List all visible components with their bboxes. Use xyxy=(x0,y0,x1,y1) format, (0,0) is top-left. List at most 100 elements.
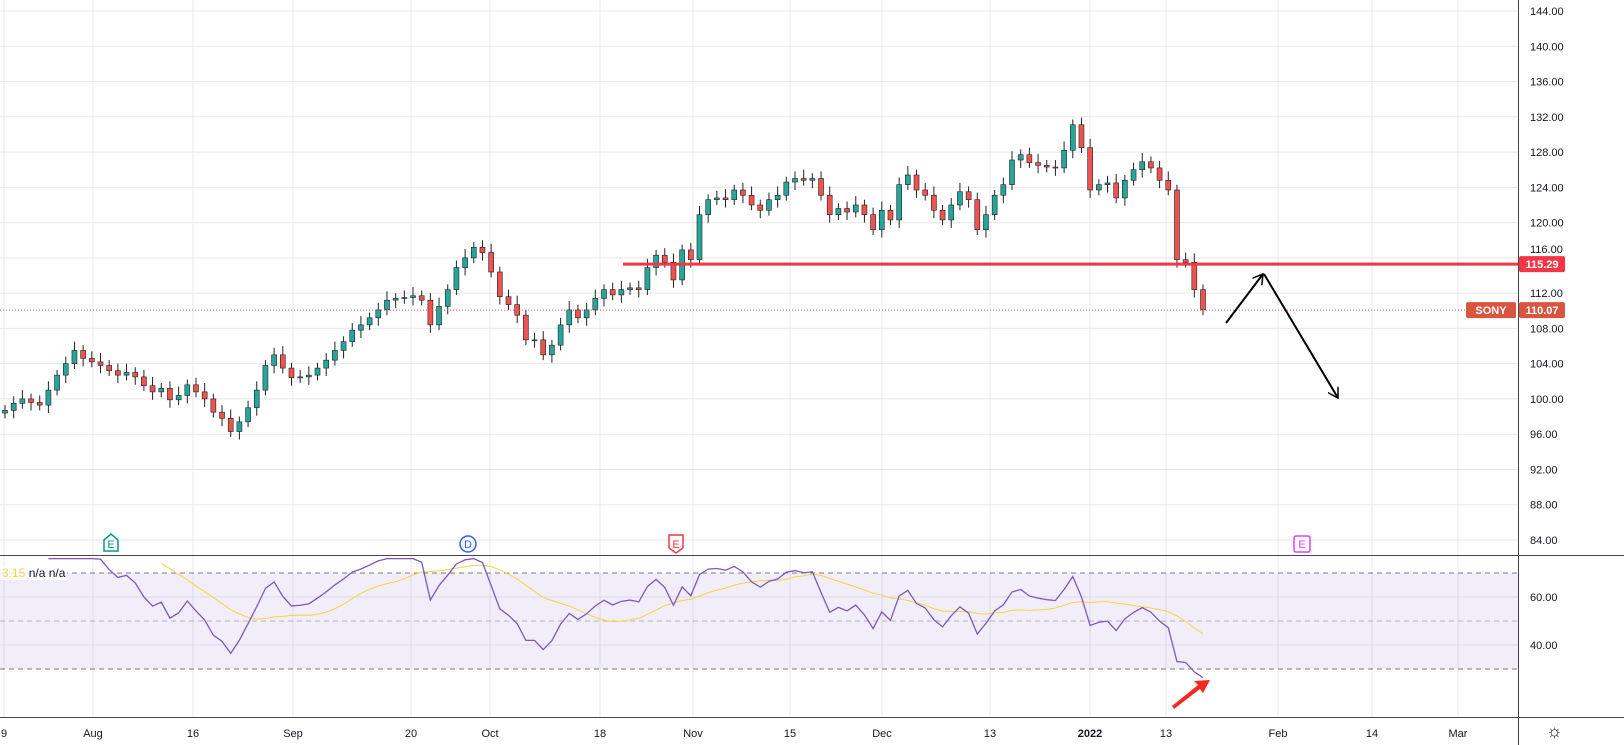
candle-body xyxy=(193,384,199,393)
candle-body xyxy=(861,204,868,215)
settings-gear-icon[interactable]: ☼ xyxy=(1546,721,1563,741)
time-tick-label: 16 xyxy=(187,728,199,740)
event-marker-dividend[interactable]: D xyxy=(459,535,477,553)
candle-body xyxy=(688,249,694,260)
candle-body xyxy=(618,289,625,296)
time-tick-label: Oct xyxy=(481,728,498,740)
candle-body xyxy=(696,214,703,260)
event-marker-earnings[interactable]: E xyxy=(668,534,684,554)
price-tick-label: 144.00 xyxy=(1530,6,1564,18)
candle-body xyxy=(80,350,86,359)
candle-body xyxy=(10,403,17,411)
rsi-ma-line xyxy=(161,563,1204,635)
candle-body xyxy=(1052,166,1059,169)
candle-body xyxy=(1087,147,1093,191)
candle-body xyxy=(722,197,729,200)
candle-body xyxy=(1156,167,1163,181)
candle-body xyxy=(844,208,850,213)
candle-body xyxy=(1165,179,1172,191)
candle-body xyxy=(1182,259,1189,263)
event-marker-letter: E xyxy=(107,539,114,551)
price-tick-label: 136.00 xyxy=(1530,77,1564,89)
candle-body xyxy=(800,178,807,181)
price-tick-label: 88.00 xyxy=(1530,500,1558,512)
candle-body xyxy=(227,418,234,432)
rsi-line xyxy=(48,557,1204,679)
time-tick-label: Dec xyxy=(872,728,892,740)
candle-body xyxy=(115,370,121,376)
earnings-icon xyxy=(1293,535,1311,553)
candle-body xyxy=(245,407,251,423)
time-tick-label: Feb xyxy=(1269,728,1288,740)
candle-body xyxy=(627,287,633,290)
candle-body xyxy=(236,421,243,432)
candle-body xyxy=(1139,161,1146,170)
candle-body xyxy=(523,314,529,341)
symbol-label: SONY xyxy=(1475,305,1507,317)
candle-body xyxy=(332,350,338,361)
candle-body xyxy=(45,389,52,406)
candle-body xyxy=(1009,159,1015,185)
earnings-icon xyxy=(103,533,119,552)
candle-body xyxy=(453,267,460,290)
candle-body xyxy=(201,391,208,400)
candle-body xyxy=(757,204,764,211)
candle-body xyxy=(549,344,555,356)
candle-body xyxy=(878,209,885,230)
dividend-icon xyxy=(459,535,477,553)
candle-body xyxy=(340,341,347,351)
event-marker-letter: D xyxy=(464,539,472,551)
candles xyxy=(2,117,1206,440)
last-price-label: 110.07 xyxy=(1525,305,1558,317)
down-arrow-drawing xyxy=(1263,273,1339,398)
candle-body xyxy=(349,329,356,342)
event-marker-letter: E xyxy=(1298,539,1305,551)
time-tick-label: Nov xyxy=(683,728,703,740)
hline-price-badge xyxy=(1519,256,1565,273)
event-marker-letter: E xyxy=(672,539,679,551)
candle-body xyxy=(36,402,43,406)
rsi-value-b: n/a xyxy=(48,566,66,580)
candle-body xyxy=(375,309,382,319)
candle-body xyxy=(705,199,711,215)
candle-body xyxy=(1113,182,1119,199)
event-marker-earnings-upcoming[interactable]: E xyxy=(1293,535,1311,553)
candle-body xyxy=(401,297,408,299)
candle-body xyxy=(505,296,512,305)
rsi-value-a: n/a xyxy=(28,566,46,580)
candle-body xyxy=(852,204,859,213)
candle-body xyxy=(279,354,286,369)
time-tick-label: 15 xyxy=(784,728,796,740)
candle-body xyxy=(358,324,364,331)
hline-price-label: 115.29 xyxy=(1525,259,1558,271)
last-price-badge xyxy=(1519,302,1565,319)
candle-body xyxy=(436,306,442,326)
candle-body xyxy=(653,254,659,268)
candle-body xyxy=(965,191,972,200)
candle-body xyxy=(818,178,824,196)
candle-body xyxy=(497,271,503,297)
candle-body xyxy=(514,304,520,316)
candle-body xyxy=(158,388,165,393)
event-marker-earnings[interactable]: E xyxy=(103,533,119,552)
rsi-legend: 3.15 n/a n/a xyxy=(0,566,68,580)
price-tick-label: 96.00 xyxy=(1530,429,1558,441)
candle-body xyxy=(106,365,112,372)
candle-body xyxy=(1000,184,1007,196)
candle-body xyxy=(922,189,929,196)
candle-body xyxy=(983,214,989,230)
candle-body xyxy=(783,181,790,196)
candle-body xyxy=(28,398,34,403)
time-tick-label: 20 xyxy=(405,728,417,740)
candle-body xyxy=(792,178,798,183)
price-tick-label: 132.00 xyxy=(1530,112,1564,124)
candle-body xyxy=(896,184,902,221)
red-pointer-arrow xyxy=(1172,680,1210,709)
earnings-icon xyxy=(668,534,684,554)
candle-body xyxy=(1200,289,1206,311)
candle-body xyxy=(323,359,330,369)
candle-body xyxy=(661,254,668,263)
price-tick-label: 120.00 xyxy=(1530,218,1564,230)
candle-body xyxy=(766,199,772,211)
